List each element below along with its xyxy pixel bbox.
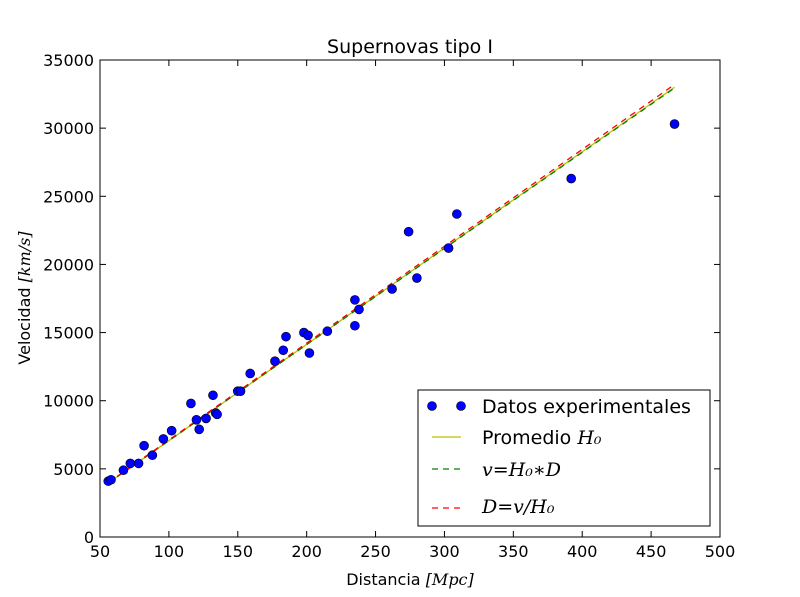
x-tick-label: 200 <box>291 542 322 561</box>
legend-label-datos: Datos experimentales <box>482 396 691 418</box>
data-point <box>235 386 246 396</box>
axis-ticks: 50 100 150 200 250 300 350 400 450 50005000100001… <box>43 51 735 561</box>
chart-title: Supernovas tipo I <box>327 36 493 58</box>
data-point <box>245 368 255 379</box>
y-tick-label: 5000 <box>53 460 94 479</box>
y-axis-title: Velocidad [km/s] <box>15 231 34 365</box>
data-point <box>350 295 360 305</box>
data-point <box>208 390 218 401</box>
data-point <box>452 209 462 219</box>
legend-entry-promedio: Promedio H₀ <box>432 427 602 449</box>
data-point <box>412 273 422 283</box>
y-tick-label: 35000 <box>43 51 94 70</box>
data-points <box>103 119 680 486</box>
legend: Datos experimentales Promedio H₀ v=H₀∗D … <box>417 389 711 527</box>
legend-entry-datos: Datos experimentales <box>427 396 691 418</box>
x-tick-label: 450 <box>636 542 667 561</box>
y-tick-label: 0 <box>84 528 94 547</box>
y-tick-label: 25000 <box>43 187 94 206</box>
data-point <box>403 226 414 237</box>
data-point <box>278 345 289 356</box>
data-point <box>322 326 333 337</box>
legend-label-v: v=H₀∗D <box>482 459 561 481</box>
x-axis-title-unit: [Mpc] <box>426 570 475 589</box>
x-tick-label: 250 <box>360 542 391 561</box>
y-axis-title-unit: [km/s] <box>15 231 34 283</box>
x-tick-label: 50 <box>90 542 110 561</box>
data-point <box>166 425 177 436</box>
data-point <box>186 398 196 409</box>
data-point <box>118 465 129 476</box>
x-tick-label: 150 <box>223 542 254 561</box>
legend-label-promedio-math: H₀ <box>576 427 602 449</box>
legend-label-promedio: Promedio H₀ <box>482 427 602 449</box>
y-axis-title-text: Velocidad <box>15 287 34 364</box>
legend-box <box>417 389 711 527</box>
data-point <box>191 414 202 425</box>
data-point <box>133 458 144 469</box>
x-tick-label: 100 <box>154 542 185 561</box>
legend-marker-datos <box>427 401 437 411</box>
data-point <box>350 320 360 331</box>
data-point <box>354 304 364 315</box>
x-tick-label: 350 <box>498 542 529 561</box>
legend-entry-d: D=v/H₀ <box>432 496 555 518</box>
data-point <box>212 409 222 420</box>
data-point <box>106 474 116 485</box>
y-tick-label: 30000 <box>43 119 94 138</box>
data-point <box>147 450 158 461</box>
x-tick-label: 500 <box>705 542 736 561</box>
x-tick-label: 300 <box>429 542 460 561</box>
legend-label-d: D=v/H₀ <box>481 496 555 518</box>
x-axis-title-text: Distancia <box>346 570 420 589</box>
data-point <box>201 413 211 424</box>
legend-label-promedio-text: Promedio <box>482 427 571 449</box>
data-point <box>139 440 149 451</box>
x-axis-title: Distancia [Mpc] <box>346 570 474 589</box>
data-point <box>304 348 315 358</box>
legend-entry-v: v=H₀∗D <box>432 459 561 481</box>
legend-marker-datos <box>456 401 466 411</box>
y-tick-label: 10000 <box>43 392 94 411</box>
data-point <box>387 284 397 294</box>
plot-frame <box>99 59 721 538</box>
data-point <box>194 424 204 435</box>
data-point <box>158 434 169 444</box>
data-point <box>669 119 680 129</box>
x-tick-label: 400 <box>567 542 598 561</box>
y-tick-label: 15000 <box>43 324 94 343</box>
data-point <box>270 356 280 366</box>
data-point <box>566 173 577 184</box>
data-point <box>125 458 136 469</box>
data-point <box>443 243 454 253</box>
data-point <box>303 330 313 341</box>
data-point <box>281 331 291 342</box>
y-tick-label: 20000 <box>43 255 94 274</box>
